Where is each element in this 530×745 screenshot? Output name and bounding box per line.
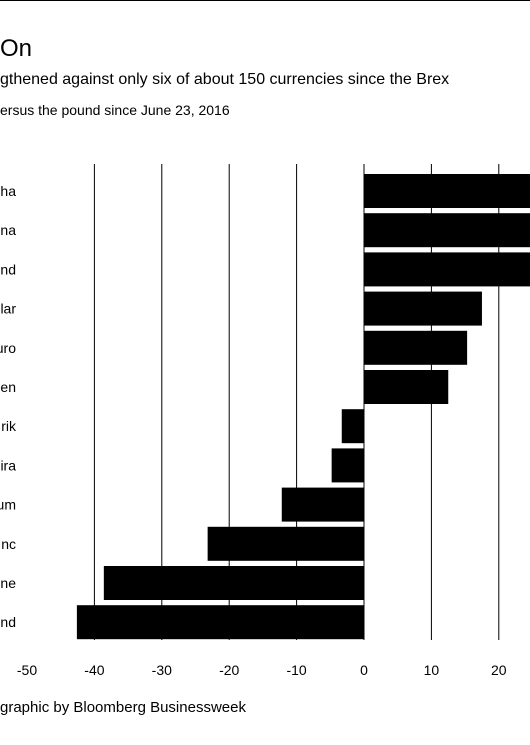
category-label: na bbox=[0, 222, 16, 238]
x-tick-label: -50 bbox=[17, 662, 37, 678]
x-tick-label: -40 bbox=[84, 662, 104, 678]
x-tick-label: 0 bbox=[360, 662, 368, 678]
bar-chart: ha na nd lar uro en rik ira um nc ne nd -50 -40 -30 -2… bbox=[0, 164, 530, 678]
category-label: um bbox=[0, 497, 16, 513]
bar-6 bbox=[341, 409, 364, 444]
bar-0 bbox=[364, 174, 530, 208]
x-tick-label: -20 bbox=[219, 662, 239, 678]
category-label: ira bbox=[0, 457, 16, 473]
category-label: en bbox=[0, 379, 16, 395]
category-label: lar bbox=[0, 301, 16, 317]
bar-9 bbox=[207, 526, 364, 561]
bar-3 bbox=[364, 291, 482, 326]
bar-7 bbox=[331, 448, 364, 483]
bar-1 bbox=[364, 213, 530, 248]
chart-subtitle: gthened against only six of about 150 cu… bbox=[0, 71, 450, 88]
x-tick-label: -10 bbox=[286, 662, 306, 678]
bar-10 bbox=[103, 566, 364, 600]
bar-4 bbox=[364, 330, 468, 365]
source-credit: graphic by Bloomberg Businessweek bbox=[0, 699, 246, 716]
category-labels: ha na nd lar uro en rik ira um nc ne nd bbox=[0, 183, 17, 630]
bar-8 bbox=[281, 487, 364, 522]
x-tick-label: -30 bbox=[152, 662, 172, 678]
unit-note: ersus the pound since June 23, 2016 bbox=[0, 102, 230, 118]
bar-2 bbox=[364, 252, 530, 287]
chart-title: On bbox=[0, 35, 33, 62]
category-label: nd bbox=[0, 261, 16, 277]
bars bbox=[76, 174, 530, 640]
bar-11 bbox=[76, 605, 364, 640]
category-label: rik bbox=[1, 418, 17, 434]
x-tick-label: 10 bbox=[424, 662, 440, 678]
top-rule bbox=[0, 0, 530, 1]
category-label: ne bbox=[0, 575, 16, 591]
x-axis-ticks: -50 -40 -30 -20 -10 0 10 20 bbox=[17, 662, 507, 678]
bar-5 bbox=[364, 370, 449, 404]
category-label: uro bbox=[0, 340, 16, 356]
category-label: nc bbox=[1, 536, 16, 552]
category-label: nd bbox=[0, 614, 16, 630]
category-label: ha bbox=[0, 183, 16, 199]
x-tick-label: 20 bbox=[491, 662, 507, 678]
